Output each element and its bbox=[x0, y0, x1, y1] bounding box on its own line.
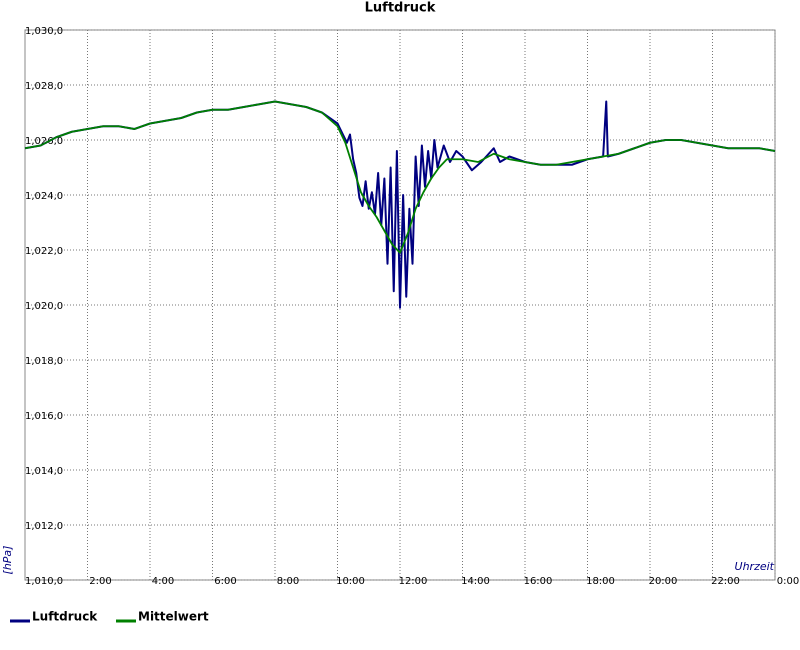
y-tick-label: 1,020,0 bbox=[25, 301, 63, 312]
x-tick-label: 16:00 bbox=[524, 576, 553, 587]
legend-label: Mittelwert bbox=[138, 610, 209, 624]
y-tick-label: 1,028,0 bbox=[25, 81, 63, 92]
x-tick-label: 14:00 bbox=[461, 576, 490, 587]
x-tick-label: 10:00 bbox=[336, 576, 365, 587]
x-tick-label: 2:00 bbox=[89, 576, 111, 587]
y-tick-label: 1,030,0 bbox=[25, 26, 63, 37]
y-axis-label: [hPa] bbox=[1, 546, 14, 575]
x-tick-label: 0:00 bbox=[777, 576, 799, 587]
y-tick-label: 1,022,0 bbox=[25, 246, 63, 257]
y-tick-label: 1,014,0 bbox=[25, 466, 63, 477]
x-tick-label: 20:00 bbox=[649, 576, 678, 587]
line bbox=[24, 100, 776, 254]
y-tick-label: 1,016,0 bbox=[25, 411, 63, 422]
x-tick-label: 8:00 bbox=[277, 576, 299, 587]
x-tick-label: 6:00 bbox=[214, 576, 236, 587]
y-tick-label: 1,024,0 bbox=[25, 191, 63, 202]
y-tick-label: 1,010,0 bbox=[25, 576, 63, 587]
x-tick-label: 22:00 bbox=[711, 576, 740, 587]
y-tick-label: 1,018,0 bbox=[25, 356, 63, 367]
x-tick-label: 4:00 bbox=[152, 576, 174, 587]
x-tick-label: 18:00 bbox=[586, 576, 615, 587]
x-axis-label: Uhrzeit bbox=[735, 560, 775, 573]
chart-title: Luftdruck bbox=[365, 1, 436, 16]
y-tick-label: 1,012,0 bbox=[25, 521, 63, 532]
x-tick-label: 12:00 bbox=[399, 576, 428, 587]
y-tick-label: 1,026,0 bbox=[25, 136, 63, 147]
legend-label: Luftdruck bbox=[32, 610, 98, 624]
